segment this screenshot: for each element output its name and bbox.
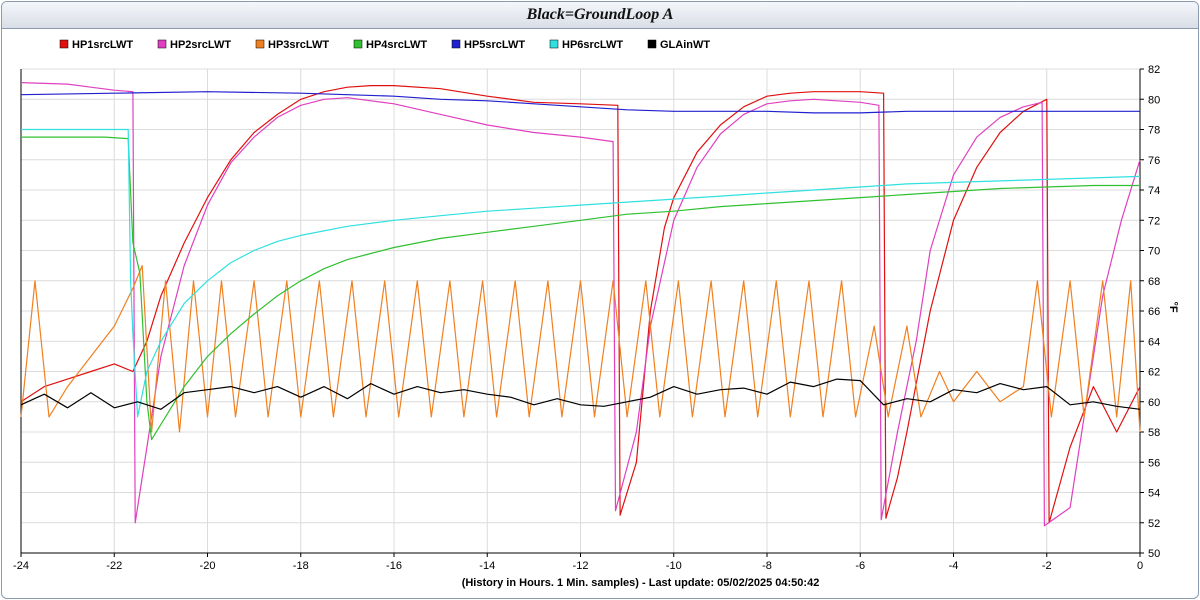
y-tick-label: 66 [1148,306,1160,318]
y-tick-label: 58 [1148,427,1160,439]
title-bar: Black=GroundLoop A [2,2,1198,29]
legend-entry-HP3srcLWT: HP3srcLWT [268,39,329,51]
x-tick-label: -20 [200,560,216,572]
series-line-GLAinWT [20,378,1141,410]
x-tick-label: -16 [386,560,402,572]
legend-entry-HP6srcLWT: HP6srcLWT [562,39,623,51]
x-axis-label: (History in Hours. 1 Min. samples) - Las… [462,577,820,589]
legend-entry-HP4srcLWT: HP4srcLWT [366,39,427,51]
series-line-HP1srcLWT [20,85,1141,524]
y-tick-label: 76 [1148,155,1160,167]
legend-entry-HP2srcLWT: HP2srcLWT [170,39,231,51]
legend-swatch-HP1srcLWT [59,39,69,49]
x-tick-label: -22 [106,560,122,572]
series-line-HP5srcLWT [20,91,1140,114]
y-tick-label: 64 [1148,336,1160,348]
y-tick-label: 52 [1148,518,1160,530]
x-tick-label: -12 [573,560,589,572]
x-tick-label: 0 [1137,560,1143,572]
legend-swatch-GLAinWT [647,39,657,49]
legend-swatch-HP6srcLWT [549,39,559,49]
series-line-HP3srcLWT [20,265,1141,433]
legend-entry-HP5srcLWT: HP5srcLWT [464,39,525,51]
legend-swatch-HP3srcLWT [255,39,265,49]
x-tick-label: -14 [479,560,495,572]
x-tick-label: -10 [666,560,682,572]
chart-title: Black=GroundLoop A [526,6,674,23]
y-tick-label: 62 [1148,367,1160,379]
x-tick-label: -18 [293,560,309,572]
x-tick-label: -4 [949,560,959,572]
y-tick-label: 68 [1148,276,1160,288]
legend-swatch-HP5srcLWT [451,39,461,49]
y-tick-label: 80 [1148,94,1160,106]
y-tick-label: 56 [1148,457,1160,469]
x-tick-label: -24 [13,560,29,572]
y-tick-label: 72 [1148,215,1160,227]
x-tick-label: -8 [762,560,772,572]
y-tick-label: 54 [1148,488,1160,500]
y-tick-label: 70 [1148,246,1160,258]
legend-swatch-HP2srcLWT [157,39,167,49]
legend-swatch-HP4srcLWT [353,39,363,49]
legend-entry-HP1srcLWT: HP1srcLWT [72,39,133,51]
x-tick-label: -6 [855,560,865,572]
y-tick-label: 82 [1148,64,1160,76]
y-tick-label: 50 [1148,548,1160,560]
y-tick-label: 74 [1148,185,1160,197]
y-axis-label: °F [1167,301,1179,312]
series-line-HP6srcLWT [21,128,1141,418]
legend-entry-GLAinWT: GLAinWT [660,39,710,51]
series-line-HP4srcLWT [21,136,1140,441]
y-tick-label: 78 [1148,125,1160,137]
x-tick-label: -2 [1042,560,1052,572]
y-tick-label: 60 [1148,397,1160,409]
